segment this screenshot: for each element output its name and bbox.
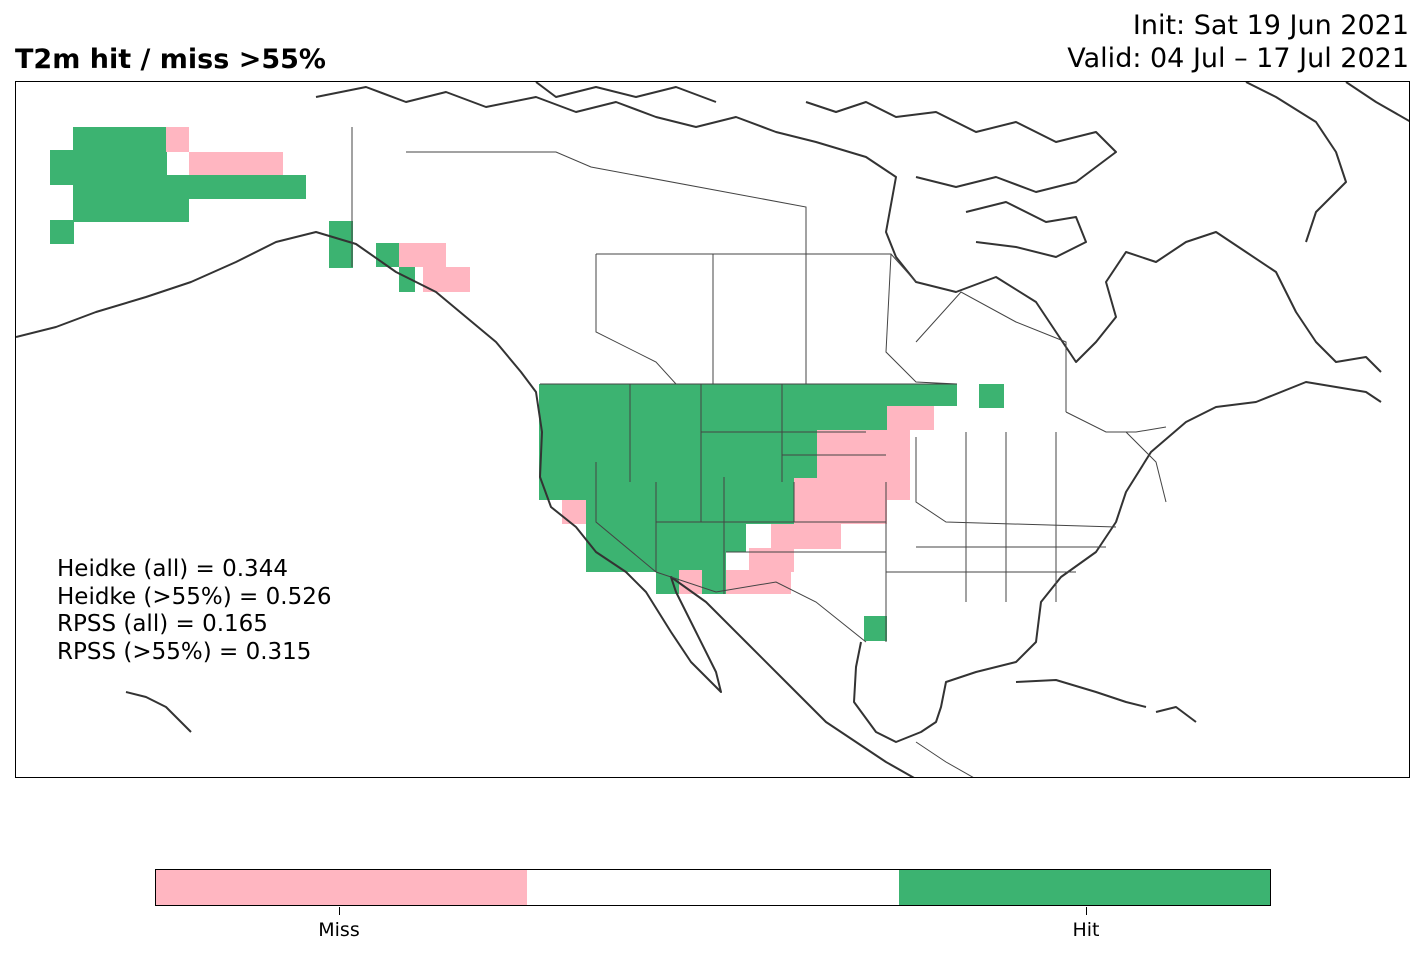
north-america-map: [16, 82, 1409, 777]
map-panel: [15, 81, 1410, 778]
hit-cells: [50, 127, 1004, 641]
heidke-all: Heidke (all) = 0.344: [57, 556, 288, 582]
colorbar-tick-miss: [339, 907, 340, 915]
colorbar-label-hit: Hit: [1072, 919, 1100, 941]
colorbar-miss-segment: [156, 870, 528, 905]
colorbar-hit-segment: [898, 870, 1270, 905]
map-title: T2m hit / miss >55%: [15, 44, 326, 75]
rpss-all: RPSS (all) = 0.165: [57, 611, 268, 637]
rpss-55: RPSS (>55%) = 0.315: [57, 638, 312, 665]
valid-range: Valid: 04 Jul – 17 Jul 2021: [1067, 43, 1409, 74]
init-date: Init: Sat 19 Jun 2021: [1132, 10, 1409, 41]
heidke-55: Heidke (>55%) = 0.526: [57, 583, 332, 610]
political-borders: [351, 127, 1167, 777]
skill-scores: Heidke (all) = 0.344 Heidke (>55%) = 0.5…: [57, 556, 331, 666]
colorbar-label-miss: Miss: [318, 919, 360, 941]
coastlines: [16, 82, 1409, 777]
colorbar: [155, 869, 1271, 906]
colorbar-tick-hit: [1086, 907, 1087, 915]
colorbar-neutral-segment: [527, 870, 899, 905]
